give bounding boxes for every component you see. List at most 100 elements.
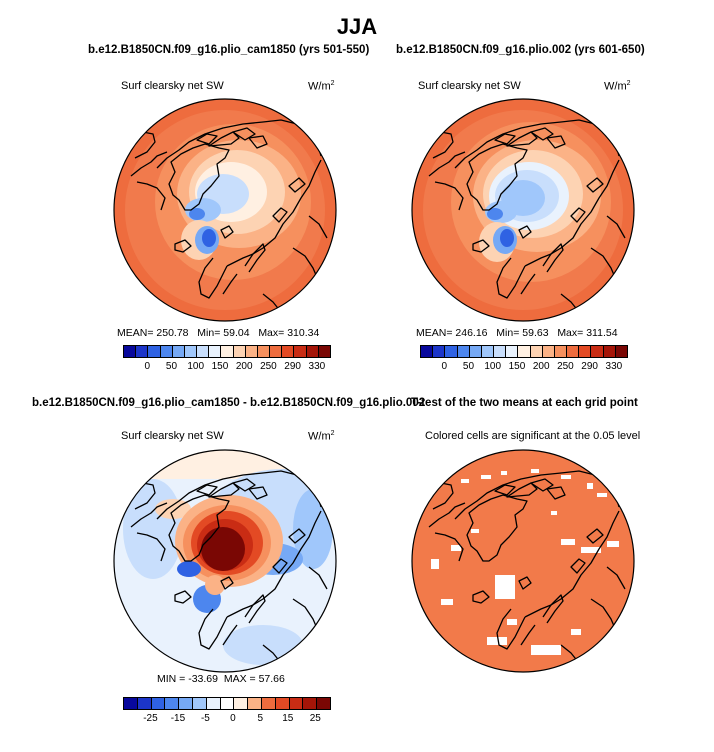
colorbar-swatch (220, 698, 235, 709)
colorbar-swatch (179, 698, 193, 709)
panel1-stats: MEAN= 250.78 Min= 59.04 Max= 310.34 (117, 327, 320, 339)
colorbar-tick-label: 50 (165, 361, 178, 372)
colorbar-tick-label: 290 (284, 361, 301, 372)
panel1-subtitle: Surf clearsky net SW (121, 80, 224, 92)
colorbar-tick-label: 15 (282, 713, 294, 724)
colorbar-swatch (457, 346, 470, 357)
panel2-map (411, 98, 635, 322)
colorbar-tick-label: 200 (532, 361, 550, 372)
panel2-colorbar (420, 345, 628, 358)
colorbar-swatch (542, 346, 555, 357)
colorbar-swatch (172, 346, 185, 357)
panel2-stats: MEAN= 246.16 Min= 59.63 Max= 311.54 (416, 327, 618, 339)
colorbar-swatch (192, 698, 207, 709)
panel3-stats: MIN = -33.69 MAX = 57.66 (157, 673, 285, 685)
colorbar-swatch (151, 698, 166, 709)
panel2-title: b.e12.B1850CN.f09_g16.plio.002 (yrs 601-… (396, 44, 645, 56)
colorbar-swatch (234, 698, 249, 709)
colorbar-swatch (136, 346, 149, 357)
colorbar-tick-label: -25 (143, 713, 158, 724)
colorbar-tick-label: 250 (260, 361, 277, 372)
colorbar-swatch (275, 698, 290, 709)
panel1-map (113, 98, 337, 322)
colorbar-swatch (579, 346, 592, 357)
panel3-subtitle: Surf clearsky net SW (121, 430, 224, 442)
colorbar-tick-label: 150 (508, 361, 526, 372)
colorbar-tick-label: 25 (309, 713, 321, 724)
colorbar-swatch (124, 698, 138, 709)
colorbar-tick-label: 330 (308, 361, 326, 372)
colorbar-swatch (554, 346, 568, 357)
colorbar-tick-label: 0 (144, 361, 151, 372)
colorbar-tick-label: 200 (235, 361, 253, 372)
colorbar-swatch (303, 698, 318, 709)
colorbar-swatch (481, 346, 495, 357)
colorbar-tick-label: 5 (257, 713, 264, 724)
colorbar-swatch (615, 346, 627, 357)
colorbar-swatch (248, 698, 262, 709)
colorbar-swatch (567, 346, 580, 357)
colorbar-swatch (124, 346, 137, 357)
panel2-max: 311.54 (586, 327, 618, 339)
panel4-subtitle: Colored cells are significant at the 0.0… (425, 430, 641, 442)
panel3-colorbar (123, 697, 331, 710)
panel1-units: W/m2 (308, 80, 335, 93)
colorbar-swatch (445, 346, 458, 357)
panel2-min: 59.63 (522, 327, 549, 339)
colorbar-swatch (197, 346, 210, 357)
panel2-subtitle: Surf clearsky net SW (418, 80, 521, 92)
colorbar-swatch (257, 346, 271, 357)
colorbar-swatch (209, 346, 222, 357)
colorbar-swatch (530, 346, 543, 357)
colorbar-tick-label: 250 (557, 361, 574, 372)
panel4-map (411, 449, 635, 673)
panel3-max: 57.66 (258, 673, 285, 685)
colorbar-swatch (160, 346, 173, 357)
colorbar-swatch (469, 346, 482, 357)
figure-title: JJA (336, 14, 378, 39)
colorbar-tick-label: -15 (170, 713, 186, 724)
colorbar-swatch (282, 346, 295, 357)
colorbar-swatch (317, 698, 330, 709)
colorbar-swatch (245, 346, 258, 357)
colorbar-swatch (433, 346, 446, 357)
colorbar-swatch (165, 698, 180, 709)
panel1-min: 59.04 (223, 327, 250, 339)
panel4-title: T-test of the two means at each grid poi… (411, 397, 638, 409)
colorbar-swatch (221, 346, 234, 357)
colorbar-swatch (421, 346, 434, 357)
colorbar-swatch (306, 346, 319, 357)
colorbar-tick-label: 100 (187, 361, 205, 372)
colorbar-tick-label: 100 (484, 361, 502, 372)
colorbar-swatch (206, 698, 221, 709)
colorbar-swatch (184, 346, 198, 357)
colorbar-tick-label: 50 (462, 361, 475, 372)
colorbar-tick-label: 0 (441, 361, 448, 372)
colorbar-swatch (137, 698, 152, 709)
colorbar-swatch (294, 346, 307, 357)
colorbar-swatch (148, 346, 161, 357)
colorbar-tick-label: 290 (581, 361, 598, 372)
colorbar-swatch (233, 346, 246, 357)
colorbar-tick-label: 0 (230, 713, 236, 724)
panel1-title: b.e12.B1850CN.f09_g16.plio_cam1850 (yrs … (88, 44, 370, 56)
colorbar-swatch (518, 346, 531, 357)
colorbar-swatch (494, 346, 507, 357)
colorbar-tick-label: 330 (605, 361, 623, 372)
panel2-units: W/m2 (604, 80, 631, 93)
panel1-colorbar (123, 345, 331, 358)
colorbar-swatch (506, 346, 519, 357)
panel3-min: -33.69 (188, 673, 218, 685)
panel3-units: W/m2 (308, 430, 335, 443)
colorbar-swatch (270, 346, 283, 357)
colorbar-tick-label: 150 (211, 361, 229, 372)
panel3-title: b.e12.B1850CN.f09_g16.plio_cam1850 - b.e… (32, 397, 426, 409)
panel1-max: 310.34 (287, 327, 320, 339)
colorbar-swatch (318, 346, 330, 357)
colorbar-swatch (603, 346, 616, 357)
colorbar-swatch (261, 698, 276, 709)
colorbar-swatch (289, 698, 304, 709)
panel2-mean: 246.16 (455, 327, 488, 339)
colorbar-swatch (591, 346, 604, 357)
panel3-map (113, 449, 337, 673)
